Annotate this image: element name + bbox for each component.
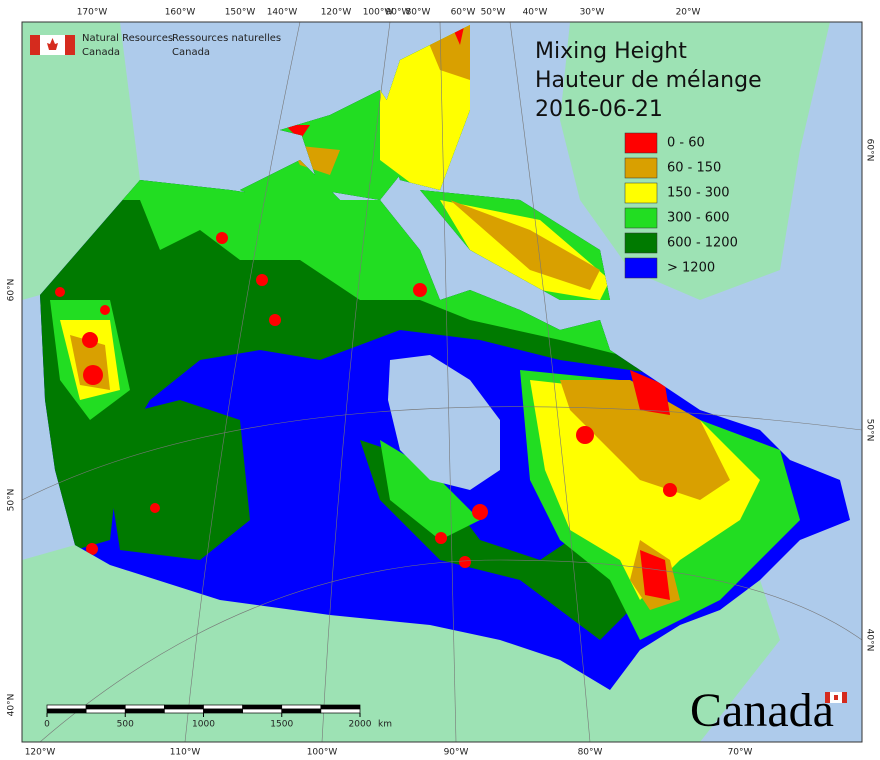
title: Mixing Height <box>535 39 687 64</box>
scale-segment <box>46 708 87 714</box>
class-zone <box>55 25 677 600</box>
scale-segment <box>203 708 243 714</box>
legend-label: 600 - 1200 <box>667 236 738 251</box>
legend-label: > 1200 <box>667 261 715 276</box>
bottom-label: 110°W <box>170 748 201 758</box>
legend-swatch <box>624 157 658 179</box>
top-label: 100°W <box>363 8 394 18</box>
legend: 0 - 60 60 - 150 150 - 300 300 - 600 600 - 12… <box>624 132 738 279</box>
scale-segment <box>164 704 204 710</box>
scale-segment <box>320 704 361 710</box>
scale-segment <box>85 708 126 714</box>
org-en: Canada <box>82 47 120 58</box>
scale-segment <box>242 704 283 710</box>
scale-segment <box>242 708 283 714</box>
top-label: 60°W <box>451 8 476 18</box>
bottom-label: 90°W <box>444 748 469 758</box>
legend-swatch <box>624 257 658 279</box>
left-label: 60°N <box>7 279 17 302</box>
title: Hauteur de mélange <box>535 68 762 93</box>
map-body: Natural Resources Canada Ressources natu… <box>22 22 862 742</box>
class-zone <box>60 25 760 600</box>
top-label: 30°W <box>580 8 605 18</box>
top-label: 160°W <box>165 8 196 18</box>
legend-label: 300 - 600 <box>667 211 730 226</box>
alaska <box>22 22 140 300</box>
legend-swatch <box>624 207 658 229</box>
left-label: 50°N <box>7 489 17 512</box>
top-label: 80°W <box>406 8 431 18</box>
legend-swatch <box>624 132 658 154</box>
top-label: 170°W <box>77 8 108 18</box>
scale-segment <box>124 704 165 710</box>
usa <box>22 545 780 742</box>
top-label: 140°W <box>267 8 298 18</box>
org-en: Natural Resources <box>82 33 173 44</box>
scale-segment <box>85 704 126 710</box>
org-fr: Canada <box>172 47 210 58</box>
scale-label: 1500 <box>270 720 293 730</box>
header-logo <box>30 35 75 55</box>
graticule-labels: 170°W 160°W 150°W 140°W 120°W 100°W90°W80°W 60… <box>7 8 875 758</box>
legend-label: 150 - 300 <box>667 186 730 201</box>
scale-segment <box>164 708 204 714</box>
scale-segment <box>281 704 322 710</box>
top-label: 90°W <box>386 8 411 18</box>
frame <box>21 21 863 743</box>
scale-segment <box>203 704 243 710</box>
legend-label: 60 - 150 <box>667 161 721 176</box>
right-label: 60°N <box>865 139 875 162</box>
scale-segment <box>46 704 87 710</box>
legend-label: 0 - 60 <box>667 136 705 151</box>
bottom-label: 80°W <box>578 748 603 758</box>
scale-segment <box>320 708 361 714</box>
bottom-label: 100°W <box>307 748 338 758</box>
hudson-bay <box>388 355 500 490</box>
greenland <box>560 22 830 300</box>
top-label: 20°W <box>676 8 701 18</box>
scale-bar: 0 500 1000 1500 2000 km <box>44 704 392 730</box>
top-label: 40°W <box>523 8 548 18</box>
top-label: 150°W <box>225 8 256 18</box>
scale-label: 0 <box>44 720 50 730</box>
wordmark: Canada <box>690 684 834 737</box>
scale-label: 2000 <box>349 720 372 730</box>
legend-swatch <box>624 232 658 254</box>
top-label: 120°W <box>321 8 352 18</box>
scale-segment <box>281 708 322 714</box>
scale-label: 1000 <box>192 720 215 730</box>
right-label: 50°N <box>865 419 875 442</box>
scale-segment <box>124 708 165 714</box>
org-fr: Ressources naturelles <box>172 33 281 44</box>
top-label: 50°W <box>481 8 506 18</box>
bottom-label: 120°W <box>25 748 56 758</box>
wordmark-flag <box>825 692 847 703</box>
bottom-label: 70°W <box>728 748 753 758</box>
title: 2016-06-21 <box>535 97 663 122</box>
scale-label: 500 <box>117 720 134 730</box>
legend-swatch <box>624 182 658 204</box>
scale-unit: km <box>378 720 392 730</box>
left-label: 40°N <box>7 694 17 717</box>
graticule <box>22 22 862 742</box>
right-label: 40°N <box>865 629 875 652</box>
